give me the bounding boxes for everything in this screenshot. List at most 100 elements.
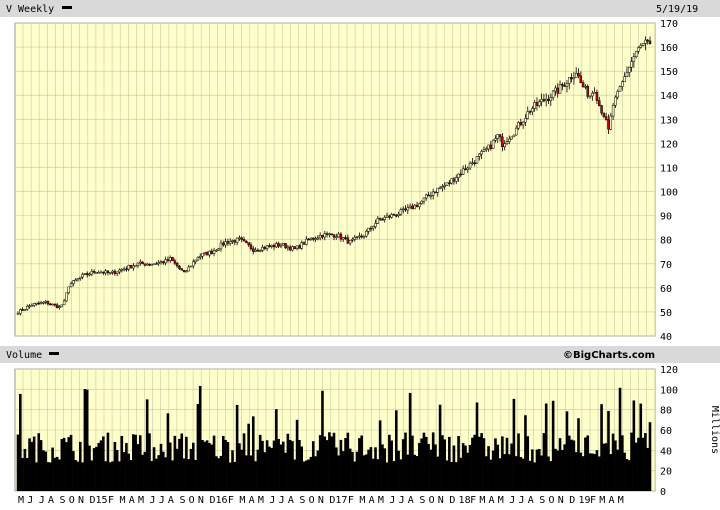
candle-body <box>256 249 260 252</box>
candle-body <box>604 116 608 120</box>
volume-bar <box>106 432 110 491</box>
volume-bar <box>630 432 633 491</box>
volume-bar <box>602 443 606 491</box>
candle-body <box>581 82 585 88</box>
volume-bar <box>275 409 278 491</box>
candle-body <box>637 47 640 52</box>
volume-bar <box>323 436 327 491</box>
x-tick-label: N <box>318 495 324 506</box>
candle-body <box>132 265 135 269</box>
candle-body <box>443 185 446 187</box>
volume-bar <box>466 452 470 491</box>
x-tick-label: A <box>528 495 534 506</box>
candle-body <box>600 105 603 114</box>
candle-body <box>240 237 243 240</box>
candle-body <box>37 302 41 305</box>
volume-bar <box>611 433 615 491</box>
candle-body <box>614 96 617 106</box>
candle-body <box>168 257 172 261</box>
candle-body <box>438 187 442 190</box>
volume-bar <box>427 443 430 491</box>
x-tick-label: F <box>590 495 596 506</box>
candle-body <box>203 252 207 254</box>
volume-bar <box>415 456 419 491</box>
volume-bar <box>371 458 375 491</box>
volume-bar <box>215 456 218 491</box>
candle-body <box>201 253 204 257</box>
volume-bar <box>76 461 80 491</box>
volume-bar <box>634 442 638 491</box>
x-tick-label: A <box>369 495 375 506</box>
volume-bar <box>203 441 207 491</box>
volume-bar <box>118 461 121 491</box>
candle-body <box>618 86 622 92</box>
candle-body <box>577 72 580 77</box>
candle-body <box>138 261 142 264</box>
candle-body <box>348 240 352 244</box>
x-tick-label: M <box>239 495 245 506</box>
candle-body <box>512 134 516 138</box>
candle-body <box>173 260 177 264</box>
volume-bar <box>475 402 479 491</box>
volume-bar <box>558 438 562 491</box>
volume-bar <box>44 451 47 491</box>
volume-tick-label: 80 <box>660 406 672 417</box>
candle-body <box>487 144 490 150</box>
candle-body <box>254 249 257 252</box>
volume-bar <box>300 446 304 491</box>
candle-body <box>316 237 320 240</box>
candle-body <box>482 149 486 152</box>
candle-body <box>644 39 647 44</box>
candle-body <box>62 300 66 306</box>
x-tick-label: J <box>389 495 395 506</box>
volume-bar <box>346 432 350 491</box>
volume-bar <box>35 462 38 491</box>
volume-bar <box>344 438 347 491</box>
volume-bar <box>305 460 308 491</box>
candle-body <box>208 250 211 256</box>
x-tick-label: J <box>509 495 515 506</box>
candle-body <box>307 238 310 241</box>
volume-header-bar <box>0 346 720 363</box>
x-tick-label: S <box>419 495 425 506</box>
volume-bar <box>155 458 158 491</box>
candle-body <box>263 246 267 249</box>
candle-body <box>418 203 421 208</box>
volume-bar <box>468 444 472 491</box>
volume-bar <box>369 447 373 491</box>
volume-bar <box>295 419 299 491</box>
volume-bar <box>205 440 209 491</box>
volume-bar <box>501 436 504 491</box>
candle-body <box>171 257 174 262</box>
volume-bar <box>381 444 384 491</box>
volume-bar <box>348 448 352 491</box>
candle-body <box>611 105 615 117</box>
candle-body <box>145 263 149 266</box>
volume-bar <box>614 440 617 491</box>
volume-bar <box>247 423 250 491</box>
candle-body <box>309 237 313 240</box>
candle-body <box>19 309 22 314</box>
volume-bar <box>191 442 195 491</box>
volume-bar <box>461 443 465 491</box>
volume-bar <box>567 435 571 491</box>
volume-bar <box>125 443 128 491</box>
candle-body <box>448 182 451 184</box>
x-tick-label: 19 <box>578 495 590 506</box>
candle-body <box>454 177 458 182</box>
volume-bar <box>233 461 237 491</box>
candle-body <box>102 271 105 274</box>
volume-bar <box>627 460 631 491</box>
candle-body <box>35 302 38 305</box>
candle-body <box>413 204 416 210</box>
candle-body <box>397 213 400 216</box>
volume-bar <box>113 441 117 491</box>
candle-body <box>378 218 382 220</box>
volume-bar <box>581 456 585 491</box>
candle-body <box>616 91 619 98</box>
candle-body <box>544 98 548 102</box>
candle-body <box>111 270 114 273</box>
candle-body <box>535 102 539 106</box>
candle-body <box>408 205 412 208</box>
volume-bar <box>616 449 620 491</box>
